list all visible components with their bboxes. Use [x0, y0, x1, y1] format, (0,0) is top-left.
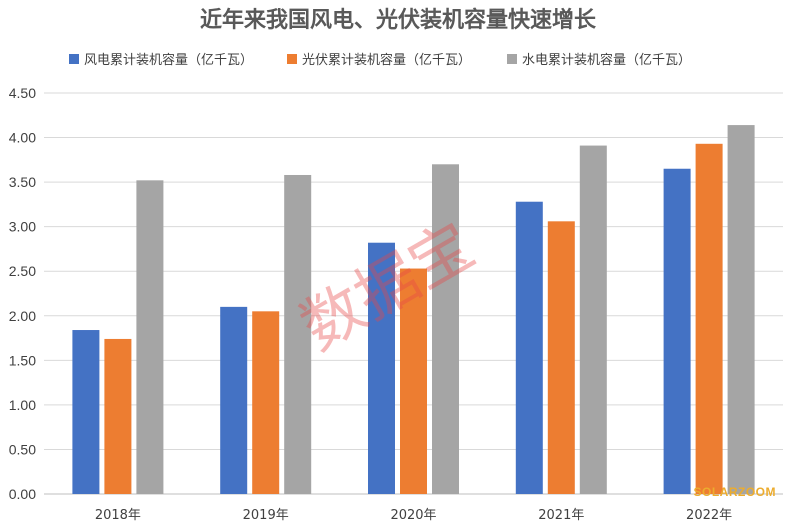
- x-tick-label: 2020年: [390, 508, 436, 523]
- bar-hydro-1: [284, 174, 312, 494]
- legend-label: 风电累计装机容量（亿千瓦）: [84, 52, 253, 68]
- bar-hydro-2: [432, 164, 459, 495]
- x-tick-label: 2018年: [95, 508, 141, 523]
- x-tick-label: 2019年: [243, 508, 289, 523]
- x-tick-label: 2022年: [686, 508, 732, 523]
- x-tick-label: 2021年: [538, 508, 584, 523]
- bar-wind-0: [72, 330, 100, 494]
- bar-hydro-3: [579, 145, 607, 494]
- legend-label: 水电累计装机容量（亿千瓦）: [522, 52, 691, 68]
- bar-wind-3: [515, 201, 543, 494]
- legend-swatch: [287, 54, 297, 64]
- y-tick-label: 1.50: [9, 352, 36, 368]
- y-tick-label: 0.50: [9, 441, 36, 457]
- y-tick-label: 3.50: [9, 174, 36, 190]
- bars: [72, 125, 755, 495]
- bar-solar-0: [104, 338, 132, 494]
- logo-text: SOLARZOOM: [694, 485, 777, 499]
- x-axis: 2018年 2019年 2020年 2021年 2022年: [95, 508, 732, 523]
- legend-swatch: [507, 54, 517, 64]
- bar-solar-4: [695, 143, 723, 494]
- bar-wind-4: [663, 168, 691, 494]
- bar-solar-2: [400, 268, 427, 494]
- legend-swatch: [69, 54, 79, 64]
- chart-title: 近年来我国风电、光伏装机容量快速增长: [200, 7, 597, 33]
- bar-solar-1: [252, 311, 280, 494]
- y-tick-label: 4.00: [9, 130, 36, 146]
- bar-hydro-0: [136, 180, 164, 494]
- y-tick-label: 2.50: [9, 263, 36, 279]
- y-tick-label: 4.50: [9, 85, 36, 101]
- bar-solar-3: [547, 221, 575, 494]
- bar-hydro-4: [727, 125, 755, 494]
- legend-label: 光伏累计装机容量（亿千瓦）: [302, 52, 471, 68]
- y-tick-label: 3.00: [9, 219, 36, 235]
- bar-wind-2: [368, 242, 395, 494]
- y-tick-label: 0.00: [9, 486, 36, 502]
- y-tick-label: 1.00: [9, 397, 36, 413]
- y-tick-label: 2.00: [9, 308, 36, 324]
- bar-wind-1: [220, 306, 248, 494]
- legend: 风电累计装机容量（亿千瓦） 光伏累计装机容量（亿千瓦） 水电累计装机容量（亿千瓦）: [69, 52, 691, 68]
- y-axis: 0.00 0.50 1.00 1.50 2.00 2.50 3.00 3.50 4.00 4.50: [9, 85, 36, 502]
